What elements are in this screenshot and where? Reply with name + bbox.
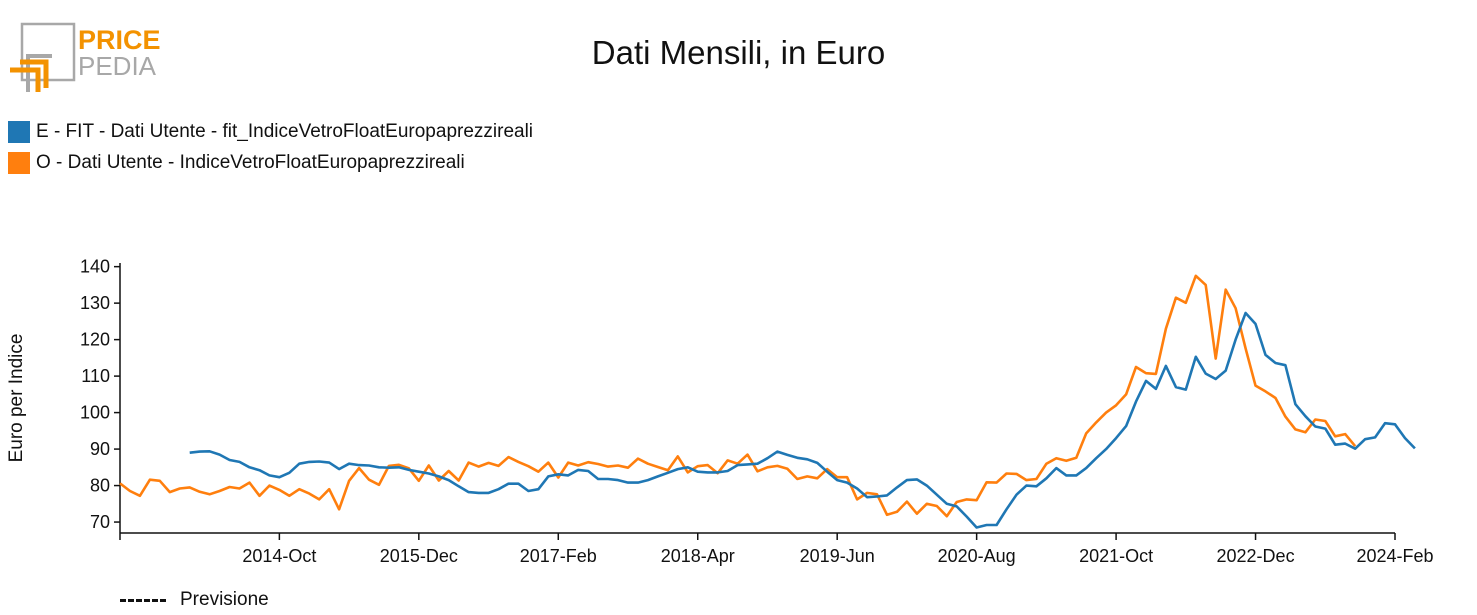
x-tick-label: 2022-Dec — [1217, 546, 1295, 566]
y-tick-label: 70 — [90, 512, 110, 532]
chart-series — [119, 274, 1416, 529]
chart-title: Dati Mensili, in Euro — [591, 34, 886, 71]
x-tick-label: 2017-Feb — [520, 546, 597, 566]
legend-swatch-e — [8, 121, 30, 143]
legend-item-o[interactable]: O - Dati Utente - IndiceVetroFloatEuropa… — [8, 152, 465, 174]
legend-label-e: E - FIT - Dati Utente - fit_IndiceVetroF… — [36, 121, 534, 142]
x-tick-label: 2015-Dec — [380, 546, 458, 566]
series-line-o-dati — [119, 274, 1357, 518]
forecast-legend: Previsione — [120, 589, 269, 611]
x-tick-label: 2014-Oct — [242, 546, 316, 566]
logo-text-bottom: PEDIA — [78, 51, 157, 81]
x-tick-label: 2024-Feb — [1356, 546, 1433, 566]
x-tick-label: 2018-Apr — [661, 546, 735, 566]
x-tick-label: 2021-Oct — [1079, 546, 1153, 566]
dashed-line-icon — [120, 598, 166, 602]
legend-swatch-o — [8, 152, 30, 174]
x-tick-label: 2019-Jun — [800, 546, 875, 566]
y-tick-label: 90 — [90, 439, 110, 459]
chart-axes: 70 80 90 100 110 120 130 140 2014-Oct 2015-Dec 201… — [80, 257, 1434, 566]
forecast-label: Previsione — [180, 589, 269, 610]
pricepedia-logo: PRICE PEDIA — [10, 22, 161, 92]
legend-label-o: O - Dati Utente - IndiceVetroFloatEuropa… — [36, 152, 465, 173]
x-tick-label: 2020-Aug — [938, 546, 1016, 566]
y-tick-label: 80 — [90, 476, 110, 496]
y-tick-label: 140 — [80, 257, 110, 277]
y-tick-label: 100 — [80, 403, 110, 423]
logo-text-top: PRICE — [78, 25, 161, 55]
series-line-e-fit — [189, 311, 1416, 529]
legend-item-e[interactable]: E - FIT - Dati Utente - fit_IndiceVetroF… — [8, 121, 533, 143]
y-axis-label: Euro per Indice — [6, 334, 27, 463]
y-tick-label: 120 — [80, 330, 110, 350]
y-tick-label: 130 — [80, 293, 110, 313]
y-tick-label: 110 — [81, 366, 110, 386]
